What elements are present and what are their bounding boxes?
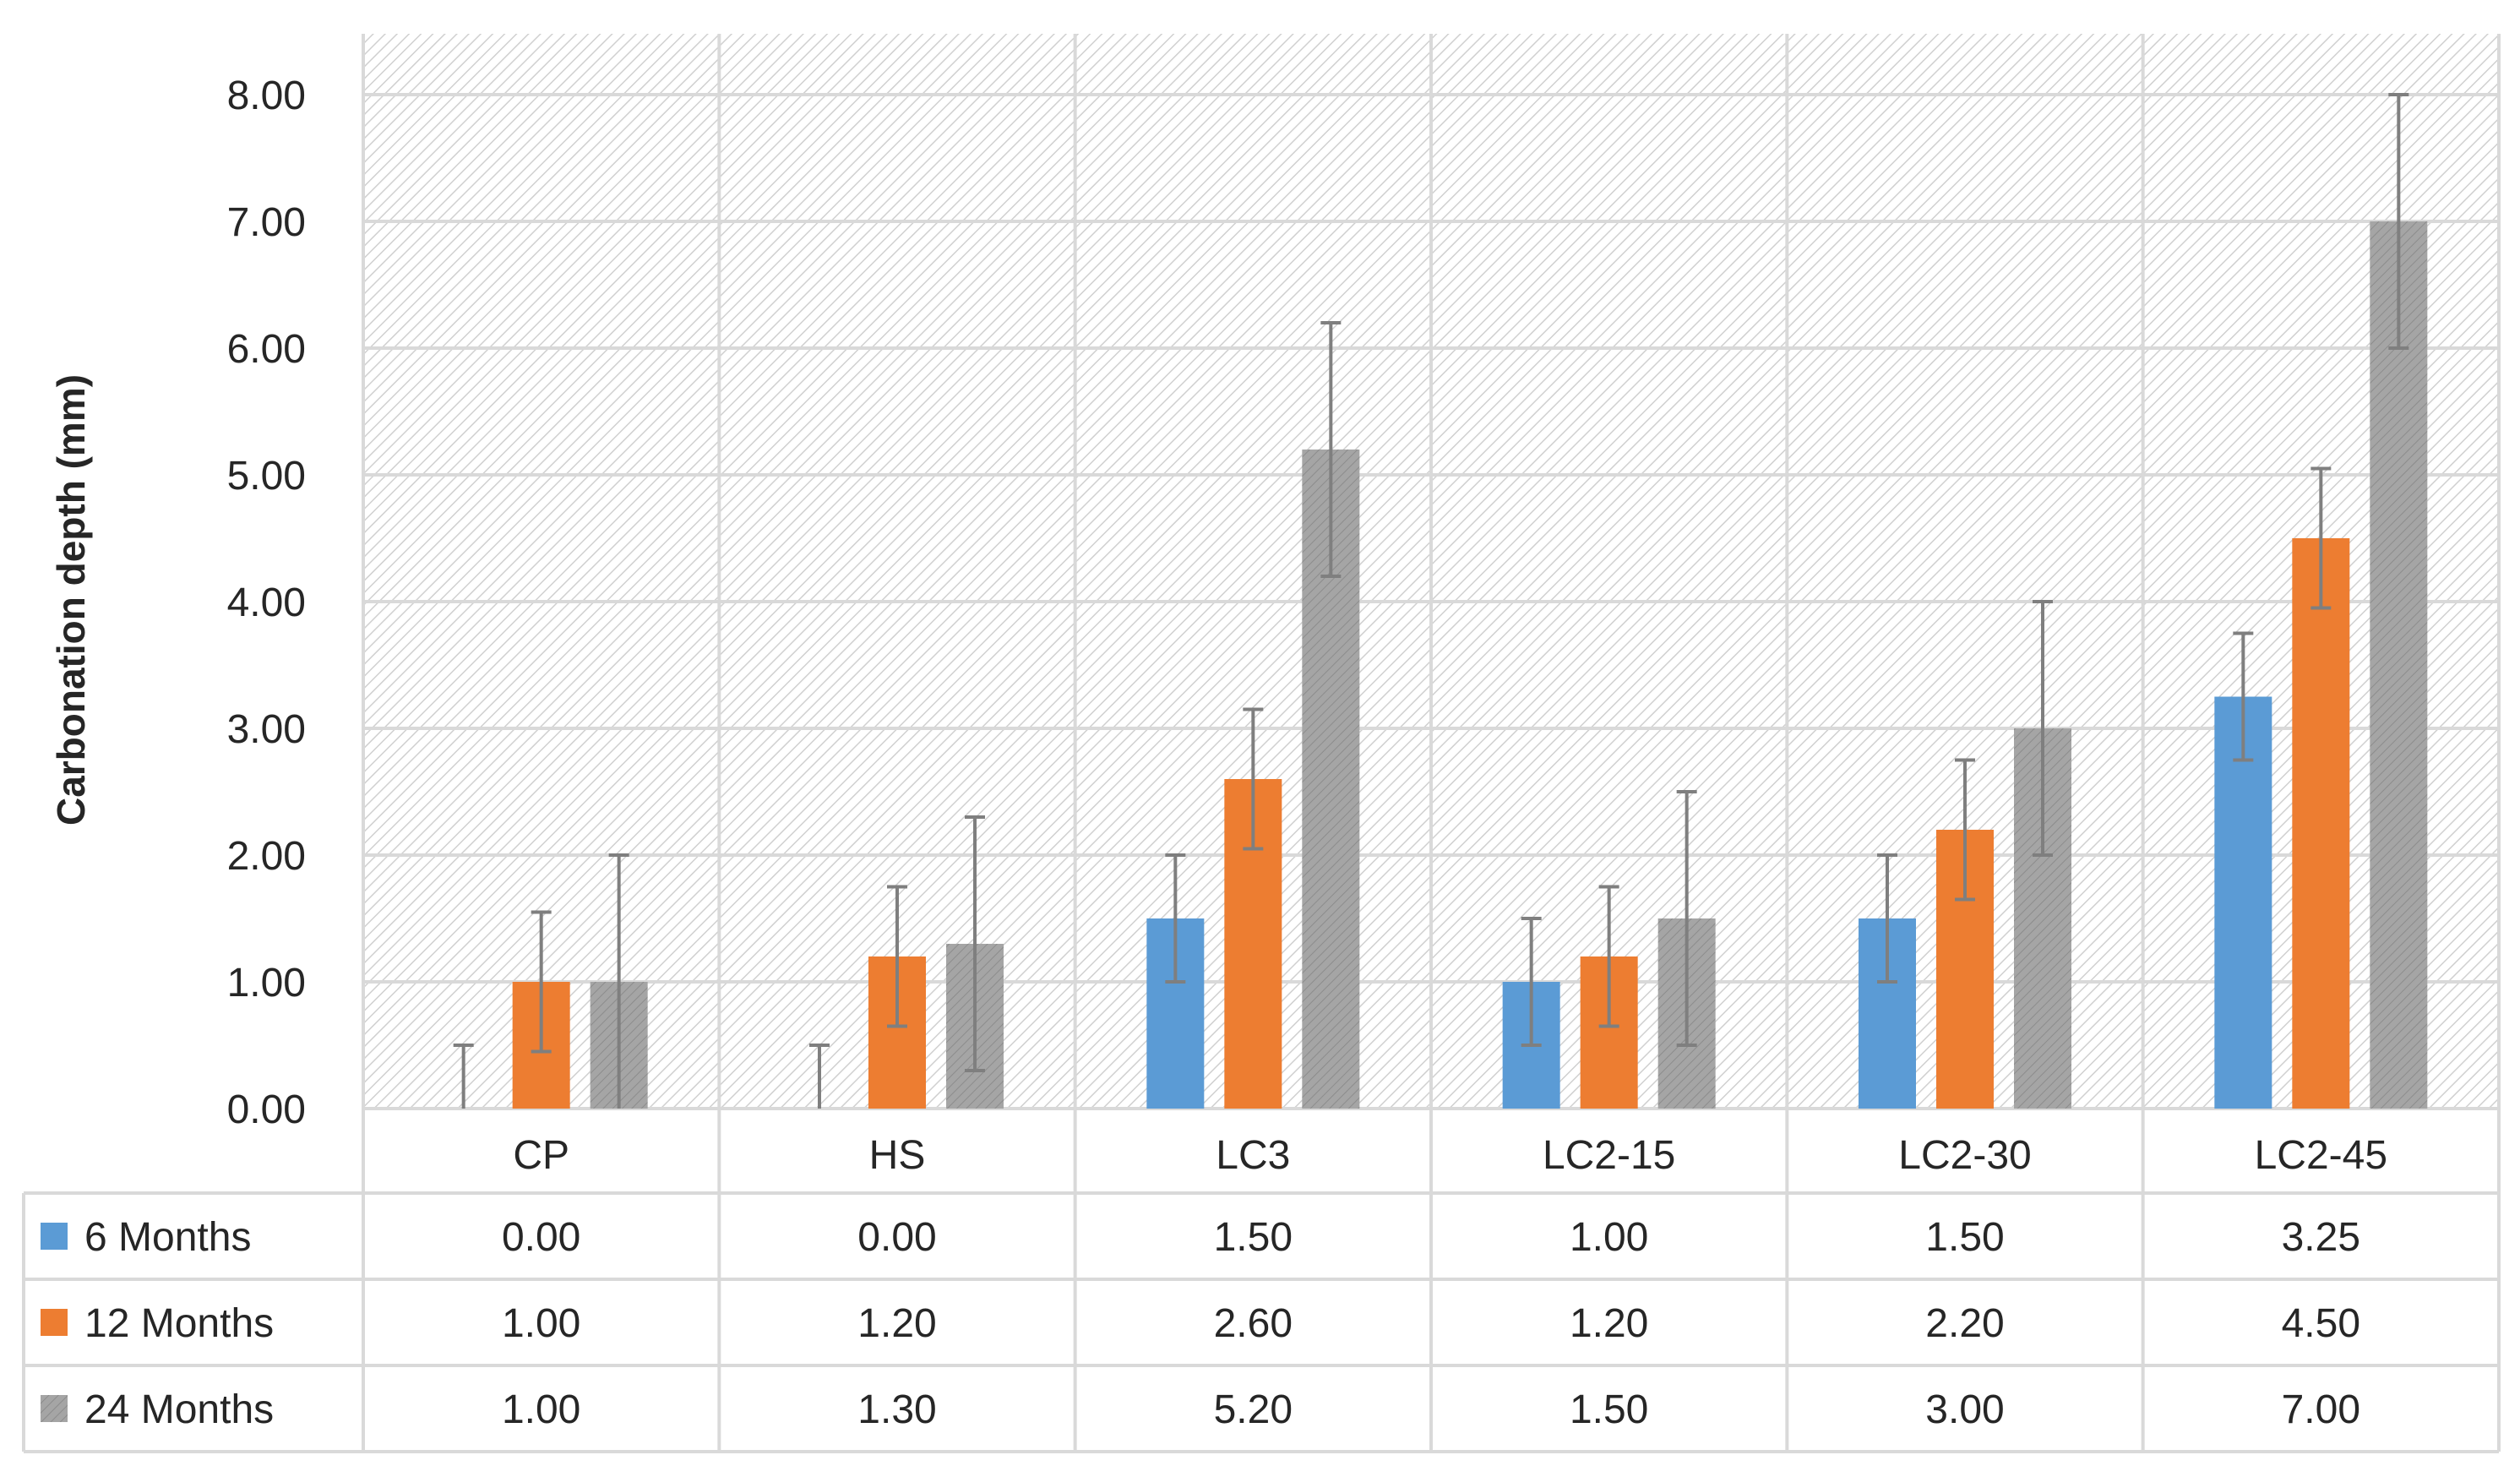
table-cell-value: 3.25 <box>2282 1215 2360 1260</box>
y-tick-label: 2.00 <box>227 834 306 879</box>
legend-swatch <box>41 1309 68 1336</box>
legend-label: 12 Months <box>84 1301 274 1346</box>
table-cell-value: 7.00 <box>2282 1387 2360 1432</box>
table-cell-value: 2.60 <box>1214 1301 1293 1346</box>
table-cell-value: 5.20 <box>1214 1387 1293 1432</box>
y-tick-label: 7.00 <box>227 200 306 245</box>
x-tick-label: LC2-15 <box>1543 1133 1675 1178</box>
legend-label: 6 Months <box>84 1215 251 1260</box>
table-cell-value: 1.20 <box>1570 1301 1648 1346</box>
table-cell-value: 3.00 <box>1925 1387 2004 1432</box>
bar-12-months <box>2292 538 2350 1109</box>
y-tick-label: 3.00 <box>227 707 306 752</box>
table-cell-value: 1.50 <box>1214 1215 1293 1260</box>
table-cell-value: 1.20 <box>857 1301 936 1346</box>
table-cell-value: 1.30 <box>857 1387 936 1432</box>
bar-6-months <box>2214 696 2272 1109</box>
x-tick-label: CP <box>513 1133 569 1178</box>
legend-swatch <box>41 1223 68 1250</box>
y-tick-label: 1.00 <box>227 961 306 1005</box>
x-tick-label: LC3 <box>1216 1133 1290 1178</box>
legend-swatch <box>41 1395 68 1422</box>
table-cell-value: 4.50 <box>2282 1301 2360 1346</box>
legend-label: 24 Months <box>84 1387 274 1432</box>
table-cell-value: 2.20 <box>1925 1301 2004 1346</box>
bar-24-months <box>2370 221 2428 1109</box>
y-tick-label: 6.00 <box>227 327 306 372</box>
y-tick-label: 4.00 <box>227 580 306 625</box>
y-tick-label: 5.00 <box>227 454 306 499</box>
x-tick-label: HS <box>869 1133 926 1178</box>
y-axis-title: Carbonation depth (mm) <box>49 374 93 826</box>
table-cell-value: 1.00 <box>502 1387 580 1432</box>
table-cell-value: 1.00 <box>1570 1215 1648 1260</box>
table-cell-value: 1.00 <box>502 1301 580 1346</box>
x-tick-label: LC2-30 <box>1898 1133 2031 1178</box>
table-cell-value: 0.00 <box>502 1215 580 1260</box>
y-tick-label: 0.00 <box>227 1087 306 1132</box>
table-cell-value: 0.00 <box>857 1215 936 1260</box>
table-cell-value: 1.50 <box>1570 1387 1648 1432</box>
table-cell-value: 1.50 <box>1925 1215 2004 1260</box>
x-tick-label: LC2-45 <box>2255 1133 2387 1178</box>
y-tick-label: 8.00 <box>227 74 306 118</box>
